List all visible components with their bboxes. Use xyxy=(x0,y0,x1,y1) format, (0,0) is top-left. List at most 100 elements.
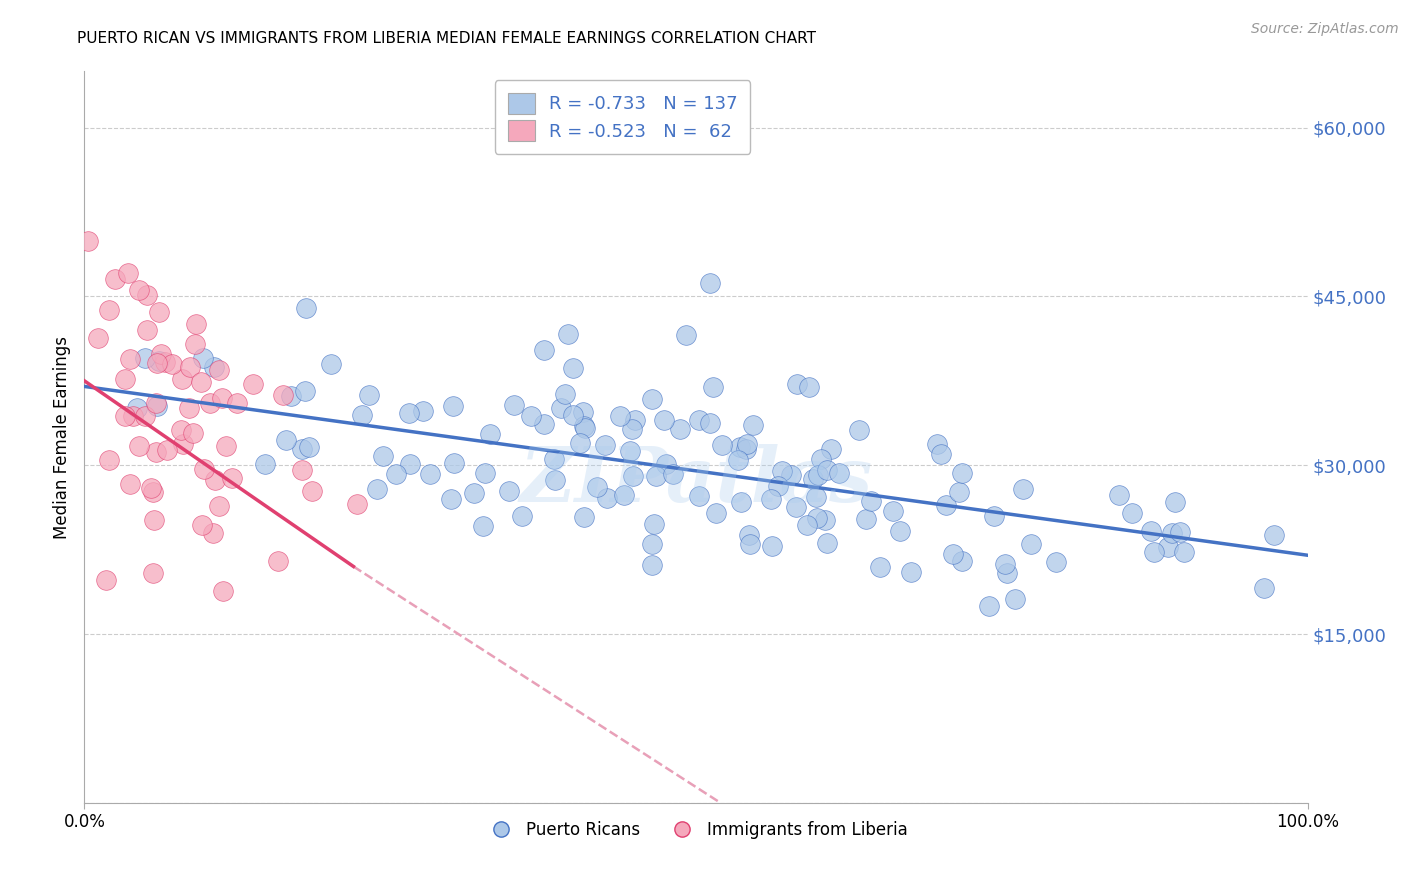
Point xyxy=(117,266,139,280)
Point xyxy=(142,485,165,500)
Point xyxy=(254,458,277,472)
Point xyxy=(1012,482,1035,496)
Point xyxy=(623,413,645,427)
Point xyxy=(855,512,877,526)
Point xyxy=(181,426,204,441)
Point xyxy=(149,347,172,361)
Point xyxy=(571,405,593,419)
Point xyxy=(221,471,243,485)
Point xyxy=(186,317,208,331)
Point xyxy=(609,409,631,423)
Point xyxy=(995,566,1018,580)
Point xyxy=(128,439,150,453)
Point xyxy=(804,491,827,505)
Point xyxy=(652,413,675,427)
Point xyxy=(815,535,838,549)
Point xyxy=(346,497,368,511)
Point xyxy=(198,396,221,410)
Point xyxy=(419,467,441,482)
Point xyxy=(786,376,808,391)
Point xyxy=(160,357,183,371)
Point xyxy=(155,355,177,369)
Point xyxy=(141,481,163,495)
Point xyxy=(759,491,782,506)
Point xyxy=(983,508,1005,523)
Point xyxy=(801,472,824,486)
Point xyxy=(145,445,167,459)
Point xyxy=(572,418,595,433)
Point xyxy=(900,566,922,580)
Point xyxy=(193,462,215,476)
Point xyxy=(730,495,752,509)
Point xyxy=(742,417,765,432)
Point xyxy=(191,351,214,366)
Y-axis label: Median Female Earnings: Median Female Earnings xyxy=(53,335,72,539)
Point xyxy=(267,554,290,568)
Point xyxy=(479,427,502,442)
Point xyxy=(104,271,127,285)
Point xyxy=(242,376,264,391)
Point xyxy=(929,447,952,461)
Point xyxy=(280,389,302,403)
Point xyxy=(359,387,381,401)
Point xyxy=(1253,581,1275,595)
Point xyxy=(114,409,136,423)
Point xyxy=(699,416,721,430)
Point xyxy=(595,438,617,452)
Point xyxy=(170,423,193,437)
Point xyxy=(463,486,485,500)
Text: ZIPatlas: ZIPatlas xyxy=(519,444,873,518)
Point xyxy=(143,513,166,527)
Point xyxy=(503,398,526,412)
Point xyxy=(586,480,609,494)
Point xyxy=(814,513,837,527)
Point xyxy=(706,506,728,520)
Point xyxy=(134,351,156,365)
Point xyxy=(785,500,807,514)
Point xyxy=(768,479,790,493)
Point xyxy=(621,422,644,436)
Point xyxy=(1168,524,1191,539)
Point xyxy=(170,372,193,386)
Point xyxy=(688,489,710,503)
Point xyxy=(848,423,870,437)
Point xyxy=(994,557,1017,571)
Point xyxy=(301,483,323,498)
Point xyxy=(619,444,641,458)
Point xyxy=(148,305,170,319)
Point xyxy=(950,466,973,480)
Point xyxy=(276,433,298,447)
Point xyxy=(120,476,142,491)
Point xyxy=(815,463,838,477)
Point xyxy=(1045,555,1067,569)
Point xyxy=(498,484,520,499)
Point xyxy=(828,466,851,480)
Point xyxy=(645,469,668,483)
Point xyxy=(366,483,388,497)
Point xyxy=(1139,524,1161,539)
Point xyxy=(474,466,496,480)
Point xyxy=(780,467,803,482)
Point xyxy=(156,443,179,458)
Point xyxy=(204,473,226,487)
Point xyxy=(384,467,406,481)
Point xyxy=(121,409,143,423)
Point xyxy=(298,441,321,455)
Point xyxy=(179,401,201,416)
Point xyxy=(942,547,965,561)
Point xyxy=(770,464,793,478)
Point xyxy=(114,372,136,386)
Point xyxy=(738,528,761,542)
Point xyxy=(146,356,169,370)
Point xyxy=(655,457,678,471)
Point xyxy=(621,469,644,483)
Point xyxy=(533,343,555,357)
Point xyxy=(727,452,749,467)
Point xyxy=(927,436,949,450)
Point xyxy=(472,519,495,533)
Point xyxy=(443,399,465,413)
Point xyxy=(371,449,394,463)
Point xyxy=(97,302,120,317)
Point xyxy=(211,391,233,405)
Point xyxy=(735,442,758,456)
